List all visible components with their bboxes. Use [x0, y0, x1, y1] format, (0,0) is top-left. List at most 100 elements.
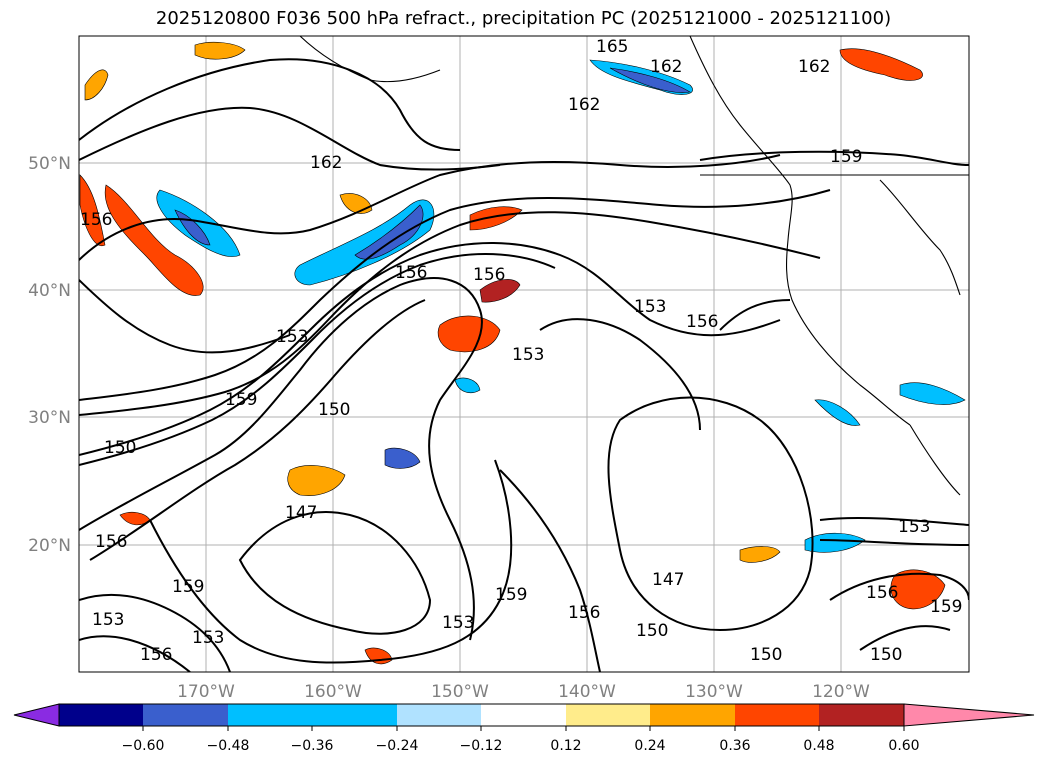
contour-label: 150	[104, 438, 136, 458]
colorbar-segment	[312, 704, 397, 726]
contour-label: 162	[798, 57, 830, 77]
contour-label: 153	[898, 517, 930, 537]
colorbar-segment	[566, 704, 650, 726]
precip-blob	[454, 377, 481, 393]
precip-blob	[84, 69, 109, 101]
contour-label: 159	[495, 585, 527, 605]
contour-lines	[79, 58, 969, 672]
contour-label: 150	[318, 400, 350, 420]
colorbar-tick-label: 0.36	[719, 738, 750, 754]
contour-label: 147	[285, 503, 317, 523]
contour-line	[79, 253, 556, 466]
precip-blob	[384, 447, 421, 469]
contour-label: 159	[172, 577, 204, 597]
colorbar-tick-label: 0.24	[634, 738, 665, 754]
contour-label: 150	[870, 645, 902, 665]
map-frame	[78, 35, 970, 673]
contour-label: 153	[512, 345, 544, 365]
contour-line	[79, 242, 781, 456]
precip-blob	[287, 465, 346, 496]
lon-label: 140°W	[558, 682, 616, 702]
lat-label: 20°N	[28, 536, 71, 556]
colorbar-extend-max	[903, 703, 1035, 727]
contour-line	[79, 58, 461, 151]
contour-label: 150	[750, 645, 782, 665]
contour-label: 156	[473, 265, 505, 285]
lat-label: 50°N	[28, 154, 71, 174]
colorbar-tick-label: −0.12	[460, 738, 503, 754]
contour-label: 153	[276, 327, 308, 347]
colorbar-tick-label: −0.60	[122, 738, 165, 754]
contour-label: 162	[650, 57, 682, 77]
colorbar-tick-label: −0.36	[291, 738, 334, 754]
baja-mexico-coast	[909, 424, 961, 496]
inland-lakes	[879, 179, 961, 296]
colorbar-tick-label: −0.48	[207, 738, 250, 754]
contour-line	[79, 106, 501, 171]
contour-label: 153	[442, 613, 474, 633]
lat-label: 30°N	[28, 408, 71, 428]
precip-blob	[194, 41, 246, 60]
contour-label: 156	[866, 583, 898, 603]
contour-line	[859, 625, 951, 651]
contour-line	[79, 154, 781, 261]
contour-label: 156	[568, 603, 600, 623]
lon-label: 120°W	[812, 682, 870, 702]
contour-label: 162	[568, 95, 600, 115]
map-area	[79, 36, 969, 672]
contour-label: 156	[686, 312, 718, 332]
contour-label: 156	[80, 210, 112, 230]
contour-label: 156	[395, 263, 427, 283]
colorbar-tick-label: −0.24	[376, 738, 419, 754]
longitude-axis: 170°W 160°W 150°W 140°W 130°W 120°W	[177, 682, 870, 702]
contour-line	[829, 572, 969, 601]
contour-label: 159	[930, 597, 962, 617]
contour-line	[607, 396, 814, 632]
contour-line	[149, 459, 513, 664]
colorbar-segment	[481, 704, 566, 726]
precip-blob	[294, 199, 435, 286]
colorbar: −0.60 −0.48 −0.36 −0.24 −0.12 0.12 0.24 …	[13, 703, 1035, 754]
precip-blob	[804, 532, 866, 553]
na-west-coast	[689, 36, 911, 426]
contour-line	[539, 318, 701, 431]
colorbar-tick-label: 0.48	[803, 738, 834, 754]
contour-line	[499, 469, 601, 672]
contour-label: 159	[225, 390, 257, 410]
contour-label: 147	[652, 570, 684, 590]
lon-label: 170°W	[177, 682, 235, 702]
precip-blob	[899, 382, 966, 405]
contour-label: 153	[634, 297, 666, 317]
contour-label: 156	[95, 532, 127, 552]
colorbar-tick-label: 0.60	[888, 738, 919, 754]
precip-blob	[469, 206, 523, 231]
contour-line	[79, 593, 231, 672]
colorbar-segment	[819, 704, 904, 726]
contour-label: 159	[830, 147, 862, 167]
contour-line	[699, 150, 969, 166]
colorbar-segment	[397, 704, 481, 726]
precip-blob	[156, 189, 241, 257]
contour-line	[79, 277, 483, 641]
contour-line	[89, 299, 426, 561]
contour-line	[79, 211, 821, 416]
precip-blob	[814, 399, 861, 426]
precip-blob	[354, 204, 424, 260]
colorbar-segment	[735, 704, 819, 726]
colorbar-segment	[650, 704, 735, 726]
colorbar-extend-min	[13, 703, 60, 727]
precip-blob	[79, 174, 106, 247]
lat-label: 40°N	[28, 281, 71, 301]
contour-labels: 162 162 162 162 159 159 159 159 159 156 …	[80, 37, 962, 665]
colorbar-segment	[59, 704, 143, 726]
contour-label: 150	[636, 621, 668, 641]
contour-label: 153	[192, 628, 224, 648]
contour-line	[819, 516, 969, 526]
lon-label: 160°W	[304, 682, 362, 702]
contour-line	[79, 635, 191, 672]
contour-label: 156	[140, 645, 172, 665]
map-title: 2025120800 F036 500 hPa refract., precip…	[155, 8, 892, 29]
precip-blob	[890, 569, 946, 610]
precipitation-shading	[79, 41, 966, 665]
contour-line	[79, 189, 831, 401]
